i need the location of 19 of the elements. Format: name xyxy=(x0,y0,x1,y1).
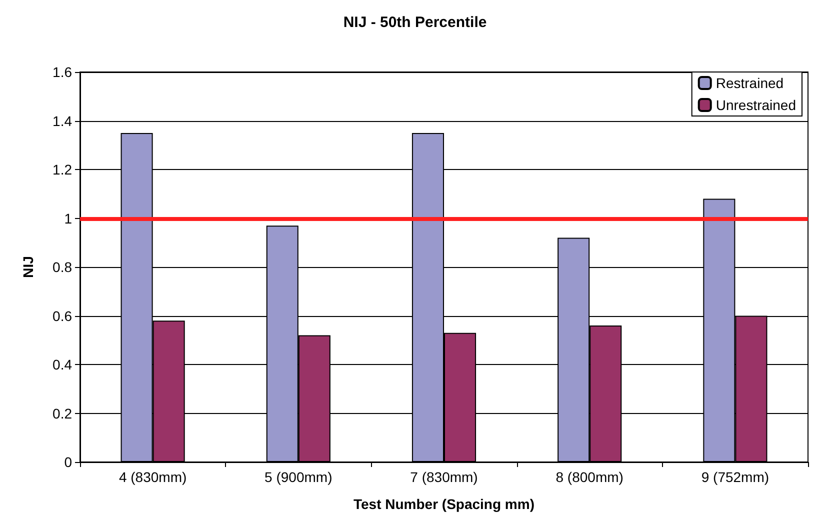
x-tick-label: 8 (800mm) xyxy=(556,469,624,485)
y-tick-label: 0.4 xyxy=(52,356,72,372)
y-tick-label: 1.2 xyxy=(52,162,72,178)
y-tick-label: 1.4 xyxy=(52,112,72,129)
x-tick-label: 5 (900mm) xyxy=(264,469,332,485)
y-tick-label: 0 xyxy=(64,454,72,470)
chart-title: NIJ - 50th Percentile xyxy=(343,14,487,31)
y-tick-label: 0.2 xyxy=(52,405,72,422)
y-tick-label: 1 xyxy=(64,210,72,226)
y-tick-label: 0.6 xyxy=(52,308,72,324)
legend-label: Unrestrained xyxy=(716,97,796,113)
x-tick-label: 7 (830mm) xyxy=(410,469,478,485)
y-tick-label: 0.8 xyxy=(52,259,72,275)
x-tick-label: 4 (830mm) xyxy=(118,469,187,485)
x-axis-title: Test Number (Spacing mm) xyxy=(354,496,534,512)
y-tick-label: 1.6 xyxy=(52,64,72,80)
x-tick-label: 9 (752mm) xyxy=(701,469,770,485)
y-axis-title: NIJ xyxy=(20,256,36,278)
legend-label: Restrained xyxy=(716,75,784,91)
